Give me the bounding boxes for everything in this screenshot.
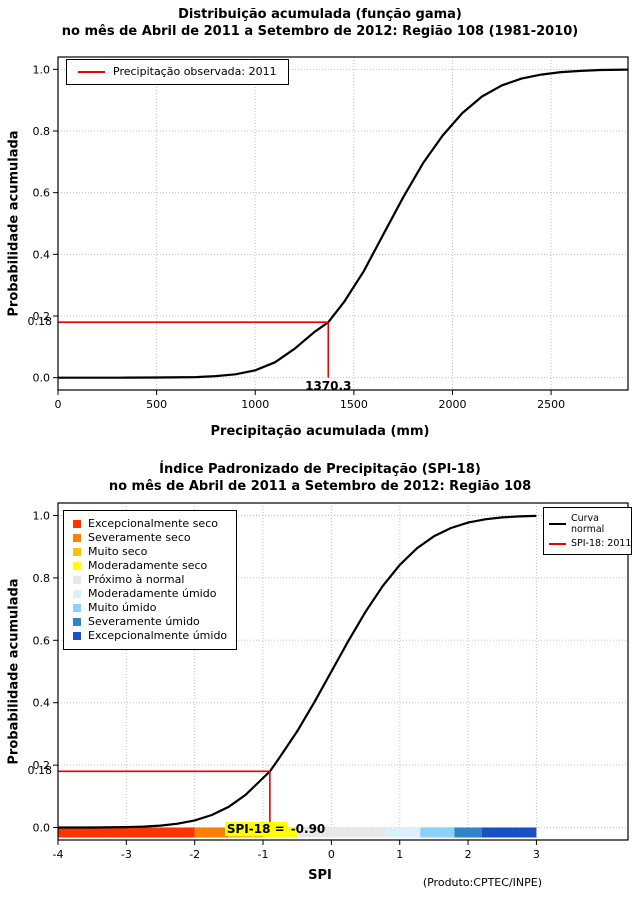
y-tick-label: 0.4 — [33, 248, 51, 261]
gamma-cdf-chart: 0 500 1000 1500 2000 2500 0.0 0.2 0.4 0.6 0.8 1.0 D… — [6, 7, 629, 439]
category-swatch-icon — [73, 534, 81, 542]
spi-categories-legend: Excepcionalmente seco Severamente seco Mui… — [63, 510, 238, 650]
category-swatch-icon — [73, 520, 81, 528]
category-swatch-icon — [73, 590, 81, 598]
spi-value-annotation: SPI-18 = -0.90 — [224, 821, 326, 836]
y-tick-label: 1.0 — [33, 63, 51, 76]
x-tick-label: 500 — [146, 398, 167, 411]
legend-item: Severamente seco — [73, 531, 227, 545]
legend-item: Precipitação observada: 2011 — [78, 65, 277, 79]
x-tick-label: 0 — [55, 398, 62, 411]
x-tick-label: 1 — [396, 848, 403, 861]
category-swatch-icon — [73, 548, 81, 556]
curves-legend: Curva normal SPI-18: 2011 — [543, 507, 632, 555]
legend-label: Moderadamente seco — [88, 559, 208, 572]
y-tick-label: 0.6 — [33, 634, 51, 647]
x-tick-label: -2 — [189, 848, 200, 861]
black-line-sample-icon — [549, 523, 566, 525]
category-swatch-icon — [73, 604, 81, 612]
legend-item: Moderadamente úmido — [73, 587, 227, 601]
legend-item: Excepcionalmente seco — [73, 517, 227, 531]
probability-annotation: 0.18 — [27, 764, 53, 778]
y-tick-label: 0.2 — [33, 759, 51, 772]
category-swatch-icon — [73, 632, 81, 640]
legend-item: Moderadamente seco — [73, 559, 227, 573]
y-tick-label: 0.8 — [33, 572, 51, 585]
legend-item: Muito seco — [73, 545, 227, 559]
legend-item: SPI-18: 2011 — [549, 538, 631, 549]
legend-label: Excepcionalmente úmido — [88, 629, 228, 642]
gamma-cdf-plot-area: 0 500 1000 1500 2000 2500 0.0 0.2 0.4 0.6 0.8 1.0 — [33, 56, 629, 411]
x-tick-label: 3 — [533, 848, 540, 861]
x-tick-label: -1 — [258, 848, 269, 861]
x-tick-label: 2000 — [438, 398, 466, 411]
x-tick-label: 2 — [465, 848, 472, 861]
legend-label: Severamente seco — [88, 531, 191, 544]
spi-category-band — [194, 827, 229, 838]
chart-title: Distribuição acumulada (função gama) — [178, 7, 462, 22]
chart-title: Índice Padronizado de Precipitação (SPI-… — [159, 462, 481, 477]
cdf-curve — [58, 68, 629, 379]
x-tick-label: 0 — [328, 848, 335, 861]
category-swatch-icon — [73, 576, 81, 584]
y-tick-label: 0.2 — [33, 310, 51, 323]
y-tick-label: 0.8 — [33, 125, 51, 138]
legend-item: Próximo à normal — [73, 573, 227, 587]
x-tick-label: 1500 — [340, 398, 368, 411]
spi-category-band — [481, 827, 537, 838]
spi-category-band — [297, 827, 387, 838]
legend-item: Severamente úmido — [73, 615, 227, 629]
x-tick-label: -4 — [53, 848, 64, 861]
legend-item: Excepcionalmente úmido — [73, 629, 227, 643]
y-axis-label: Probabilidade acumulada — [6, 578, 22, 765]
legend-label: Curva normal — [571, 513, 605, 535]
legend-label: Próximo à normal — [88, 573, 185, 586]
y-tick-label: 0.0 — [33, 822, 51, 835]
x-axis-label: Precipitação acumulada (mm) — [210, 424, 430, 439]
legend-label: Moderadamente úmido — [88, 587, 217, 600]
red-line-sample-icon — [78, 71, 105, 73]
legend-label: Severamente úmido — [88, 615, 200, 628]
legend-label: Precipitação observada: 2011 — [113, 65, 277, 78]
observed-precipitation-annotation: 1370.3 — [305, 378, 352, 393]
y-tick-label: 0.4 — [33, 697, 51, 710]
y-axis-label: Probabilidade acumulada — [6, 130, 22, 317]
probability-annotation: 0.18 — [27, 315, 53, 329]
spi-annotation-value: -0.90 — [290, 821, 326, 836]
chart-subtitle: no mês de Abril de 2011 a Setembro de 20… — [61, 24, 579, 39]
spi-category-band — [386, 827, 421, 838]
legend-item: Curva normal — [549, 513, 626, 535]
spi-category-band — [420, 827, 455, 838]
y-tick-label: 0.6 — [33, 187, 51, 200]
spi-category-band — [454, 827, 482, 838]
product-credit: (Produto:CPTEC/INPE) — [422, 876, 542, 889]
spi-cdf-chart: -4 -3 -2 -1 0 1 2 3 0.0 0.2 0.4 0.6 0.8 1.0 Índice Pa… — [0, 455, 640, 900]
spi-category-band — [58, 827, 195, 838]
x-tick-label: 2500 — [537, 398, 565, 411]
x-tick-label: 1000 — [241, 398, 269, 411]
legend-label: Muito úmido — [88, 601, 157, 614]
cdf-curve — [58, 514, 537, 829]
plot-border — [57, 56, 629, 391]
x-tick-label: -3 — [121, 848, 132, 861]
category-swatch-icon — [73, 562, 81, 570]
legend-label: SPI-18: 2011 — [571, 538, 632, 549]
spi-annotation-highlight: SPI-18 = — [224, 821, 287, 836]
legend-item: Muito úmido — [73, 601, 227, 615]
legend-label: Muito seco — [88, 545, 148, 558]
y-tick-label: 1.0 — [33, 509, 51, 522]
legend: Precipitação observada: 2011 — [66, 59, 289, 85]
plot-border — [57, 502, 629, 841]
x-axis-label: SPI — [308, 868, 332, 883]
chart-subtitle: no mês de Abril de 2011 a Setembro de 20… — [108, 479, 532, 494]
red-line-sample-icon — [549, 542, 566, 545]
y-tick-label: 0.0 — [33, 372, 51, 385]
category-swatch-icon — [73, 618, 81, 626]
legend-label: Excepcionalmente seco — [88, 517, 218, 530]
